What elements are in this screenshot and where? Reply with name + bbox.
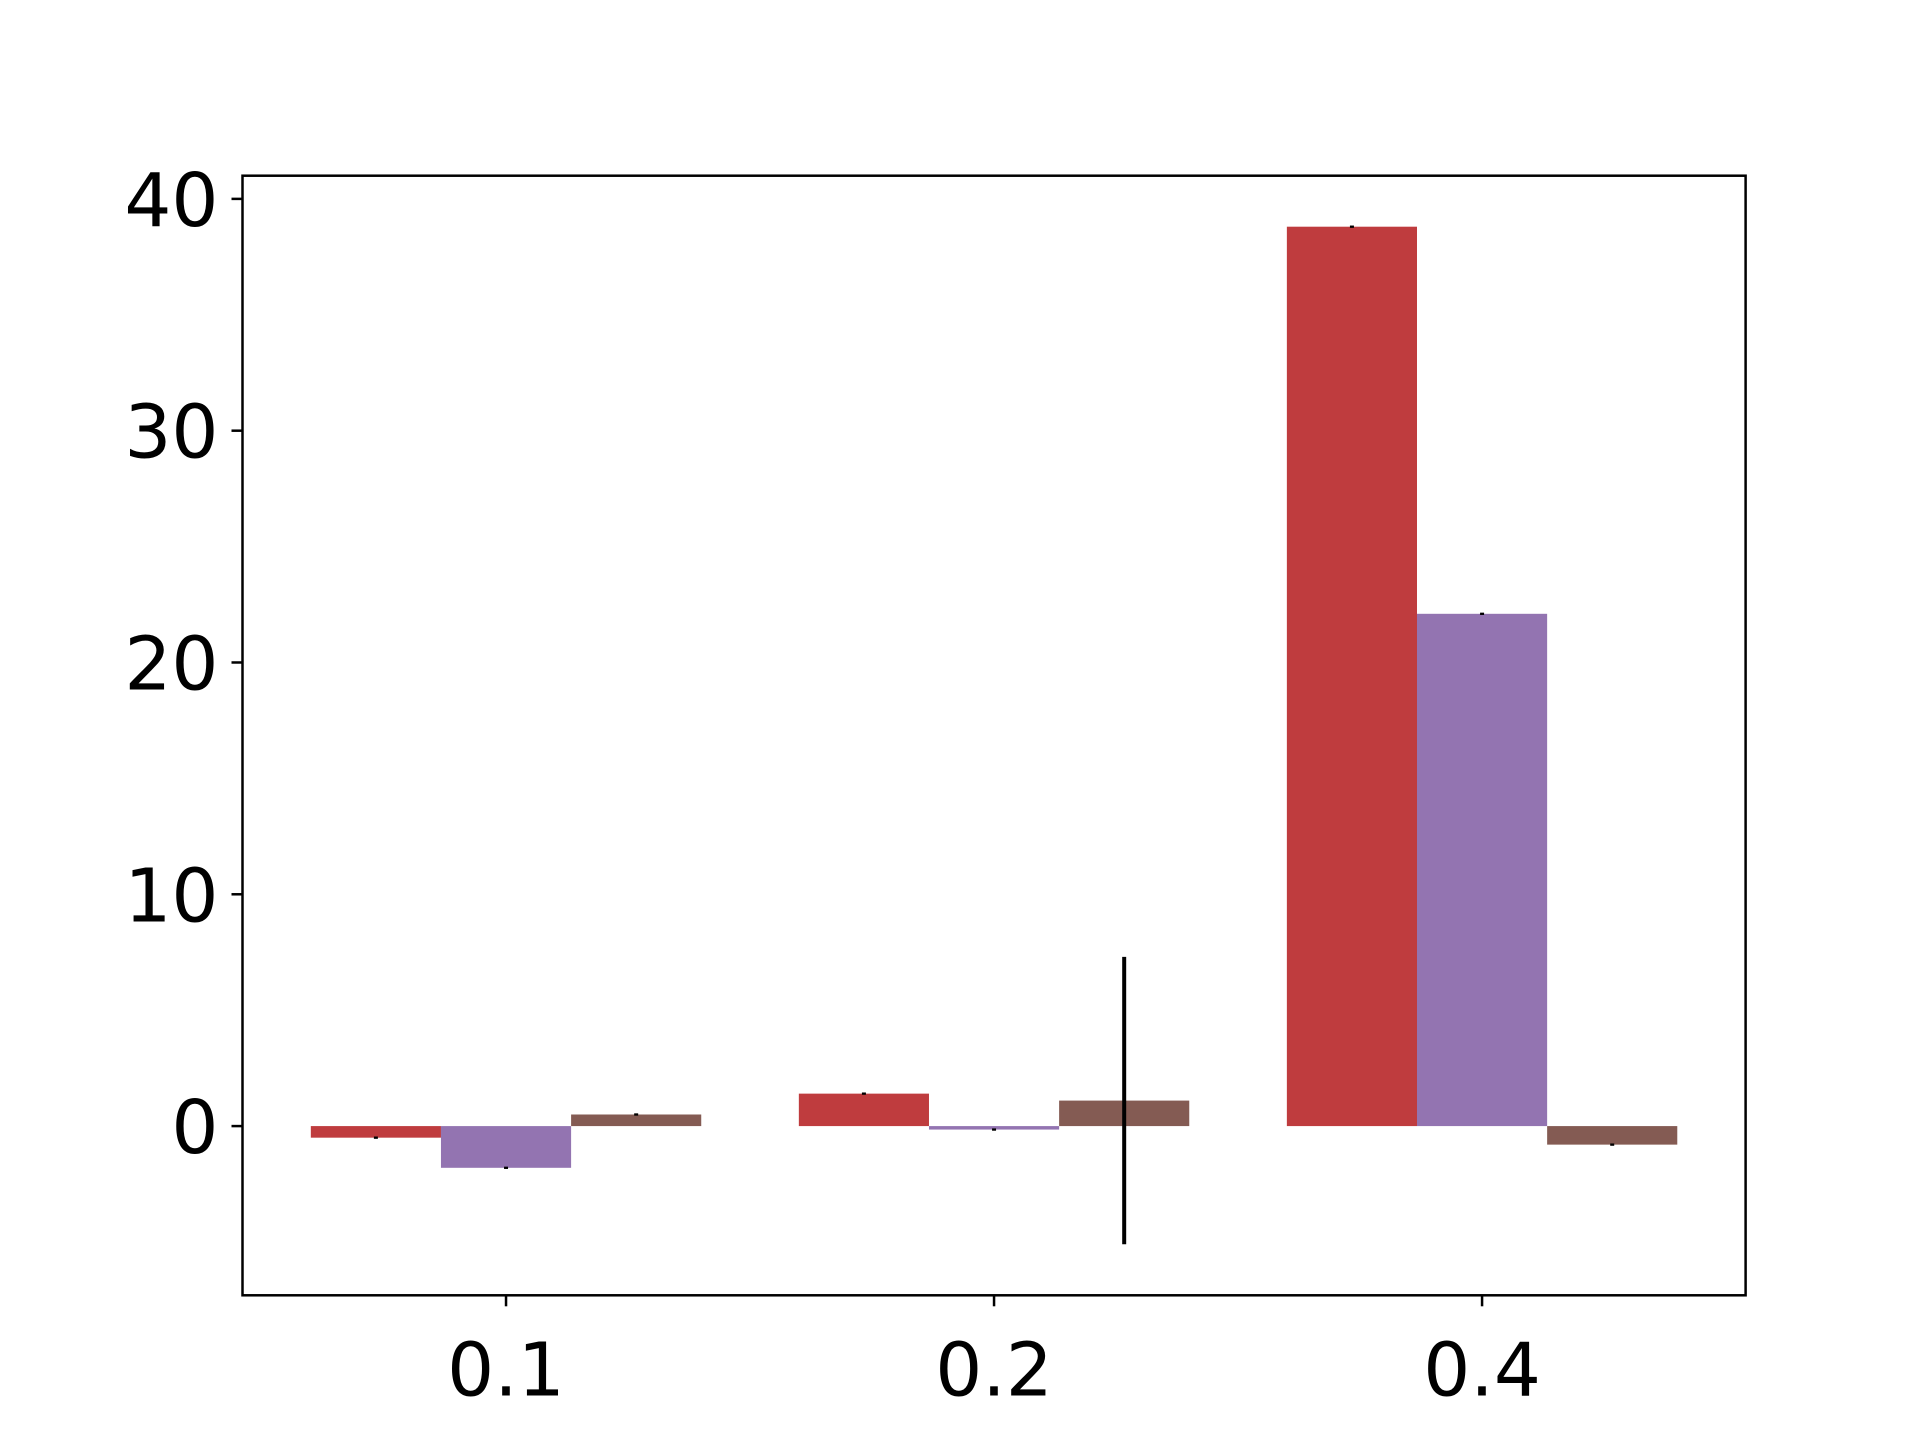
x-tick-label: 0.2 [935,1327,1053,1413]
x-tick-label: 0.1 [447,1327,565,1413]
bar [928,1126,1060,1130]
bar [1417,613,1548,1127]
y-tick-label: 40 [124,158,218,244]
plot-frame [241,174,1747,1297]
bar [310,1126,441,1138]
y-tick-label: 30 [124,390,218,476]
bar [1547,1126,1678,1145]
bar [440,1126,572,1168]
y-tick-label: 10 [124,853,218,939]
y-tick-label: 20 [124,621,218,707]
bar [571,1114,702,1127]
y-tick-label: 0 [171,1085,218,1171]
bar [1286,226,1418,1127]
bar [798,1093,929,1127]
x-tick-label: 0.4 [1423,1327,1541,1413]
